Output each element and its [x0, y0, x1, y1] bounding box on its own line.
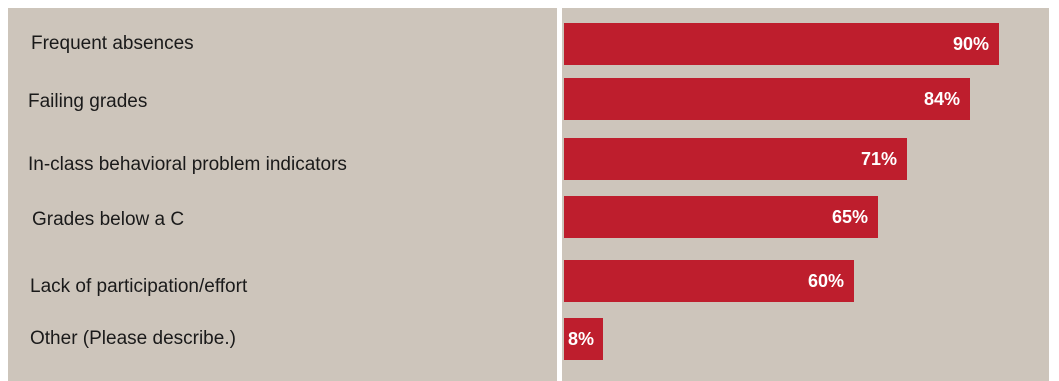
bar: 90% [564, 23, 999, 65]
category-label: In-class behavioral problem indicators [28, 154, 347, 175]
category-label: Frequent absences [31, 33, 194, 54]
category-label: Grades below a C [32, 209, 185, 230]
bar: 60% [564, 260, 854, 302]
bar-value-label: 60% [807, 271, 844, 291]
bar-value-label: 90% [952, 34, 989, 54]
category-label: Other (Please describe.) [30, 328, 236, 349]
category-label: Failing grades [28, 91, 148, 112]
bar: 8% [564, 318, 603, 360]
bar-value-label: 8% [568, 329, 595, 349]
label-panel: Frequent absences Failing grades In-class … [8, 8, 557, 381]
bar-value-label: 84% [923, 89, 960, 109]
bar-value-label: 71% [860, 149, 897, 169]
bar-value-label: 65% [831, 207, 868, 227]
bar: 84% [564, 78, 970, 120]
bar: 71% [564, 138, 907, 180]
category-label: Lack of participation/effort [30, 276, 248, 297]
bar: 65% [564, 196, 878, 238]
bar-panel: 90% 84% 71% 65% 60% 8% [562, 8, 1049, 381]
